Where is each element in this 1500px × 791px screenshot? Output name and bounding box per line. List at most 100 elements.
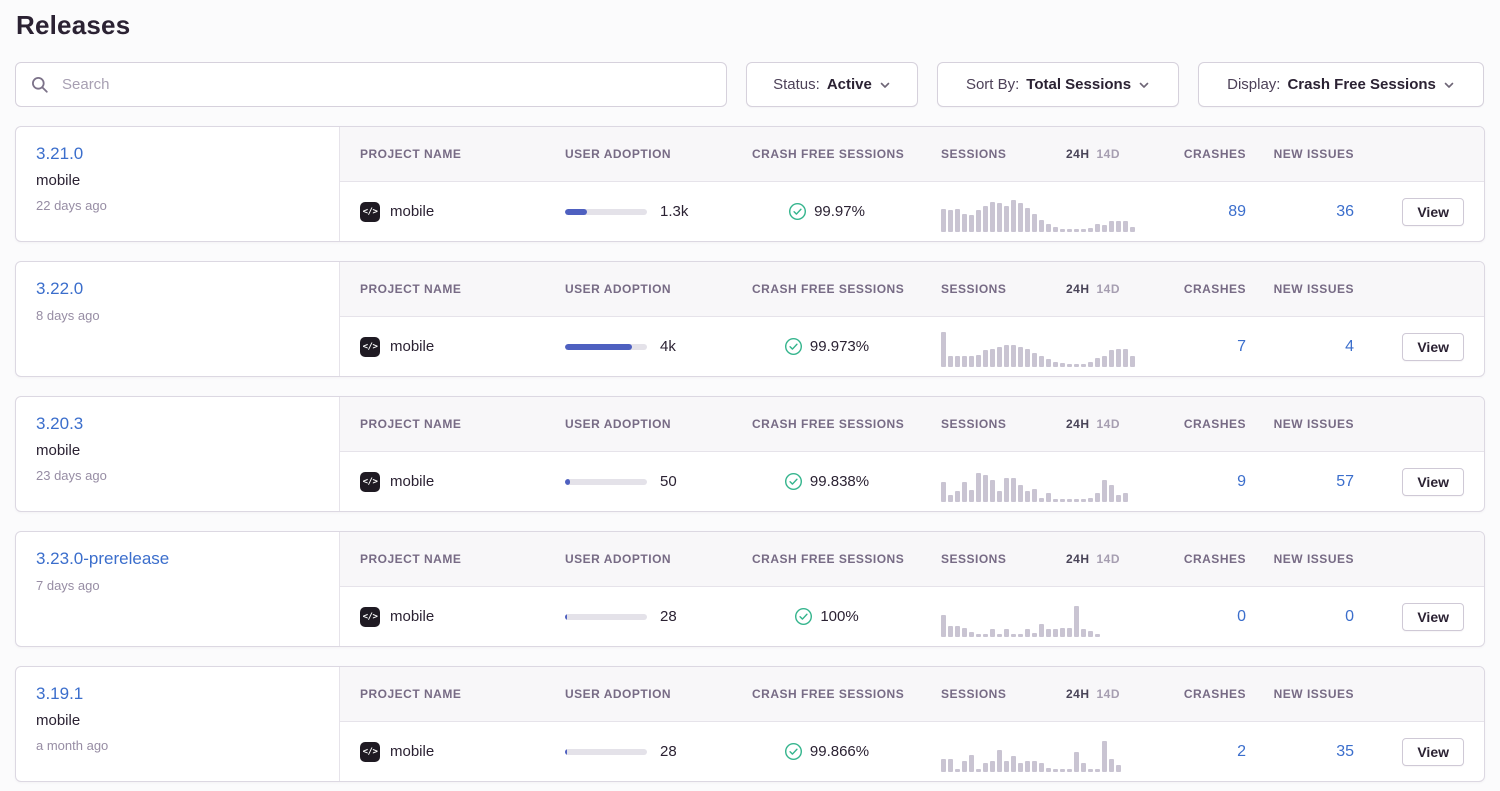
adoption-progress-fill	[565, 209, 587, 215]
crashes-count-link[interactable]: 89	[1228, 203, 1246, 220]
display-filter-value: Crash Free Sessions	[1287, 76, 1435, 93]
crashes-cell: 9	[1146, 473, 1246, 491]
sort-by-filter-dropdown[interactable]: Sort By: Total Sessions	[937, 62, 1179, 107]
new-issues-count-link[interactable]: 0	[1345, 608, 1354, 625]
crash-free-percentage: 99.866%	[810, 743, 869, 760]
session-bar	[1088, 228, 1093, 232]
view-release-button[interactable]: View	[1402, 333, 1464, 361]
search-box[interactable]	[15, 62, 727, 107]
project-name-link[interactable]: mobile	[390, 743, 434, 760]
session-bar	[990, 629, 995, 636]
new-issues-count-link[interactable]: 4	[1345, 338, 1354, 355]
display-filter-dropdown[interactable]: Display: Crash Free Sessions	[1198, 62, 1484, 107]
session-bar	[1004, 629, 1009, 636]
table-body-row: </> mobile 28 99.866%	[340, 722, 1484, 781]
crashes-count-link[interactable]: 9	[1237, 473, 1246, 490]
period-24h-toggle[interactable]: 24H	[1066, 282, 1090, 296]
session-bar	[1081, 763, 1086, 772]
session-bar	[962, 214, 967, 231]
release-meta-panel: 3.19.1 mobile a month ago	[16, 667, 340, 781]
crashes-count-link[interactable]: 0	[1237, 608, 1246, 625]
page-title: Releases	[16, 10, 1485, 41]
session-bar	[1025, 629, 1030, 636]
period-24h-toggle[interactable]: 24H	[1066, 552, 1090, 566]
search-icon	[31, 76, 49, 94]
session-bar	[969, 356, 974, 367]
release-version-link[interactable]: 3.21.0	[36, 144, 83, 164]
view-release-button[interactable]: View	[1402, 198, 1464, 226]
project-name-link[interactable]: mobile	[390, 473, 434, 490]
project-name-link[interactable]: mobile	[390, 203, 434, 220]
session-bar	[948, 356, 953, 367]
release-stats-panel: PROJECT NAME USER ADOPTION CRASH FREE SE…	[340, 532, 1484, 646]
session-bar	[1004, 478, 1009, 501]
period-14d-toggle[interactable]: 14D	[1096, 147, 1120, 161]
session-bar	[1095, 358, 1100, 367]
adoption-progress-fill	[565, 479, 570, 485]
view-release-button[interactable]: View	[1402, 738, 1464, 766]
release-card: 3.22.0 8 days ago PROJECT NAME USER ADOP…	[15, 261, 1485, 377]
new-issues-count-link[interactable]: 57	[1336, 473, 1354, 490]
release-time-ago: 8 days ago	[36, 308, 319, 323]
adoption-progress-fill	[565, 614, 567, 620]
view-release-button[interactable]: View	[1402, 468, 1464, 496]
sessions-sparkline-chart	[941, 601, 1141, 637]
session-bar	[1039, 498, 1044, 502]
session-bar	[962, 482, 967, 502]
column-header-crashes: CRASHES	[1146, 552, 1246, 566]
session-bar	[1102, 741, 1107, 772]
session-bar	[1011, 634, 1016, 637]
period-14d-toggle[interactable]: 14D	[1096, 687, 1120, 701]
column-header-new-issues: NEW ISSUES	[1246, 282, 1354, 296]
release-version-link[interactable]: 3.23.0-prerelease	[36, 549, 169, 569]
success-check-icon	[784, 337, 803, 356]
session-bar	[969, 755, 974, 771]
new-issues-count-link[interactable]: 36	[1336, 203, 1354, 220]
release-version-link[interactable]: 3.19.1	[36, 684, 83, 704]
period-24h-toggle[interactable]: 24H	[1066, 417, 1090, 431]
crashes-count-link[interactable]: 7	[1237, 338, 1246, 355]
user-adoption-cell: 28	[565, 743, 752, 760]
session-bar	[941, 759, 946, 772]
column-header-sessions: SESSIONS	[941, 552, 1006, 566]
adoption-progress-fill	[565, 344, 632, 350]
session-bar	[1109, 485, 1114, 501]
period-14d-toggle[interactable]: 14D	[1096, 552, 1120, 566]
session-bar	[1032, 489, 1037, 502]
column-header-crashes: CRASHES	[1146, 417, 1246, 431]
column-header-user-adoption: USER ADOPTION	[565, 552, 752, 566]
session-bar	[962, 761, 967, 771]
column-header-crash-free-sessions: CRASH FREE SESSIONS	[752, 417, 941, 431]
project-name-link[interactable]: mobile	[390, 338, 434, 355]
release-card: 3.21.0 mobile 22 days ago PROJECT NAME U…	[15, 126, 1485, 242]
release-version-link[interactable]: 3.22.0	[36, 279, 83, 299]
release-version-link[interactable]: 3.20.3	[36, 414, 83, 434]
session-bar	[1025, 491, 1030, 501]
adoption-progress-bar	[565, 209, 647, 215]
period-24h-toggle[interactable]: 24H	[1066, 147, 1090, 161]
status-filter-dropdown[interactable]: Status: Active	[746, 62, 918, 107]
period-14d-toggle[interactable]: 14D	[1096, 417, 1120, 431]
session-bar	[1053, 499, 1058, 502]
success-check-icon	[784, 742, 803, 761]
crash-free-cell: 99.866%	[752, 742, 941, 761]
session-bar	[1060, 229, 1065, 232]
sessions-period-toggle: 24H 14D	[1066, 552, 1120, 566]
session-bar	[1046, 768, 1051, 772]
project-name-link[interactable]: mobile	[390, 608, 434, 625]
period-24h-toggle[interactable]: 24H	[1066, 687, 1090, 701]
crash-free-percentage: 99.973%	[810, 338, 869, 355]
new-issues-count-link[interactable]: 35	[1336, 743, 1354, 760]
session-bar	[955, 209, 960, 231]
session-bar	[983, 350, 988, 366]
search-input[interactable]	[60, 75, 711, 94]
column-header-crashes: CRASHES	[1146, 147, 1246, 161]
session-bar	[1046, 224, 1051, 232]
view-release-button[interactable]: View	[1402, 603, 1464, 631]
new-issues-cell: 4	[1246, 338, 1354, 356]
column-header-new-issues: NEW ISSUES	[1246, 687, 1354, 701]
session-bar	[1081, 499, 1086, 502]
release-card: 3.20.3 mobile 23 days ago PROJECT NAME U…	[15, 396, 1485, 512]
crashes-count-link[interactable]: 2	[1237, 743, 1246, 760]
period-14d-toggle[interactable]: 14D	[1096, 282, 1120, 296]
